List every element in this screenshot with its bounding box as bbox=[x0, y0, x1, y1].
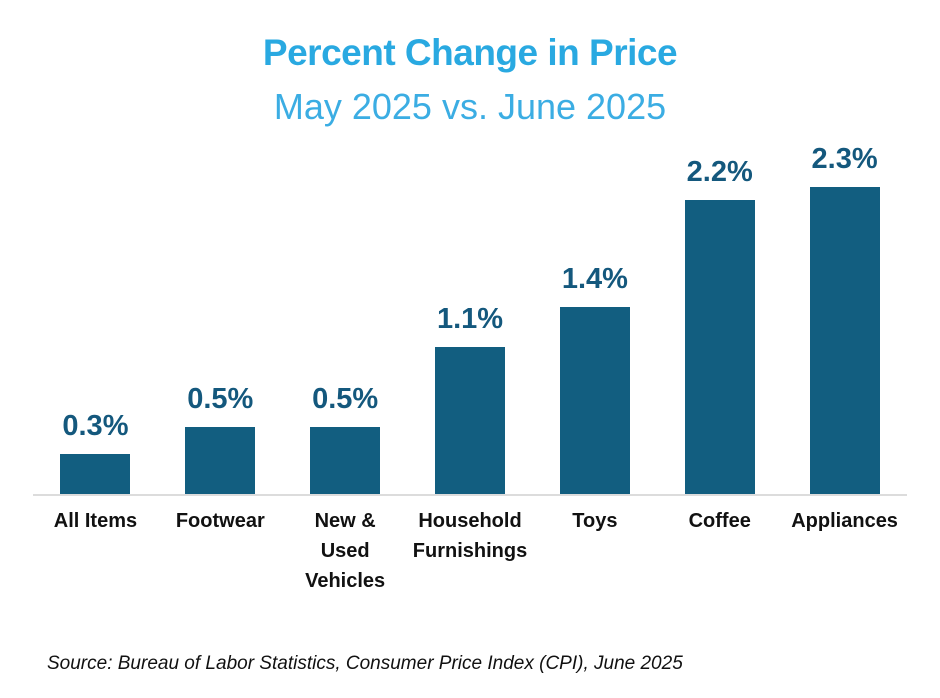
category-label: New & Used Vehicles bbox=[305, 510, 386, 592]
category-label: Coffee bbox=[688, 510, 751, 532]
data-label: 0.5% bbox=[187, 383, 254, 415]
category-label: Household Furnishings bbox=[412, 510, 528, 562]
source-note: Source: Bureau of Labor Statistics, Cons… bbox=[47, 653, 683, 674]
category-label: All Items bbox=[53, 510, 138, 532]
bar-column: 0.3% bbox=[33, 410, 158, 494]
chart-subtitle: May 2025 vs. June 2025 bbox=[273, 86, 667, 127]
bar bbox=[809, 187, 880, 494]
category-label: Appliances bbox=[791, 510, 898, 532]
category-label: Footwear bbox=[175, 510, 265, 532]
data-label: 1.4% bbox=[561, 263, 628, 295]
bar bbox=[310, 427, 381, 494]
bar-column: 1.1% bbox=[408, 303, 533, 494]
bar bbox=[435, 347, 505, 494]
bar-column: 0.5% bbox=[283, 383, 408, 494]
data-label: 0.3% bbox=[62, 410, 129, 442]
bar-column: 2.2% bbox=[657, 156, 782, 494]
bar-chart-plot-area: 0.3% 0.5% 0.5% 1.1% 1.4% 2.2% 2.3% bbox=[33, 139, 907, 496]
category-label: Toys bbox=[572, 510, 618, 532]
bar bbox=[185, 427, 256, 494]
data-label: 1.1% bbox=[436, 303, 504, 335]
bar-column: 1.4% bbox=[532, 263, 657, 494]
bar bbox=[684, 200, 755, 494]
bar bbox=[559, 307, 630, 494]
bar-column: 2.3% bbox=[782, 143, 907, 494]
data-label: 2.3% bbox=[811, 143, 878, 175]
x-axis-category-labels: All Items Footwear New & Used Vehicles Hous… bbox=[33, 506, 907, 596]
bar bbox=[60, 454, 131, 494]
bar-column: 0.5% bbox=[158, 383, 283, 494]
data-label: 2.2% bbox=[686, 156, 753, 188]
data-label: 0.5% bbox=[312, 383, 379, 415]
chart-title: Percent Change in Price bbox=[262, 32, 678, 73]
